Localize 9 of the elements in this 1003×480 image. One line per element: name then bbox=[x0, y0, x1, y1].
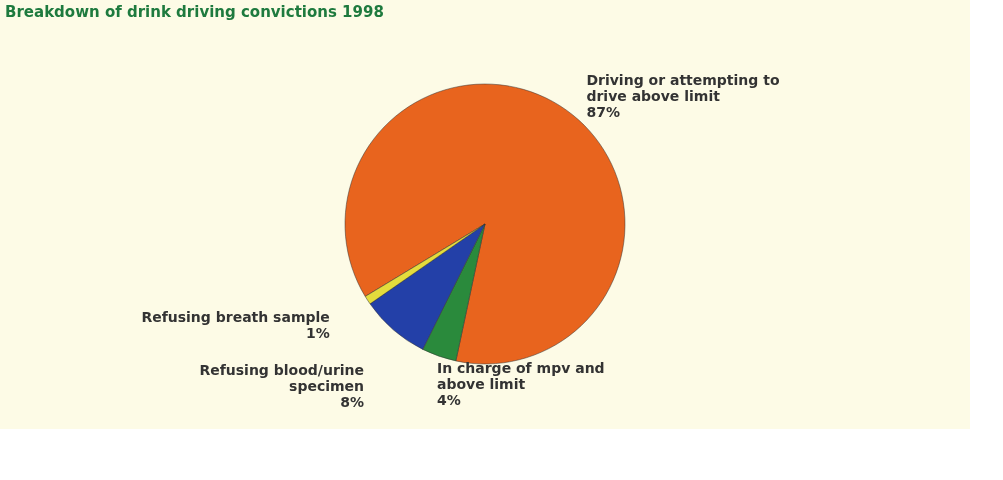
slice-label: Driving or attempting to drive above limit bbox=[586, 72, 780, 105]
data-label: 87% bbox=[586, 104, 620, 121]
data-label: 4% bbox=[436, 391, 461, 408]
slice-label: Refusing blood/urine specimen bbox=[199, 362, 365, 394]
chart-title: Breakdown of drink driving convictions 1998 bbox=[5, 3, 384, 21]
slice-label: Refusing breath sample bbox=[141, 308, 330, 325]
data-label: 8% bbox=[340, 394, 365, 410]
slice-label: In charge of mpv and above limit bbox=[436, 359, 605, 392]
data-label: 1% bbox=[306, 324, 330, 341]
